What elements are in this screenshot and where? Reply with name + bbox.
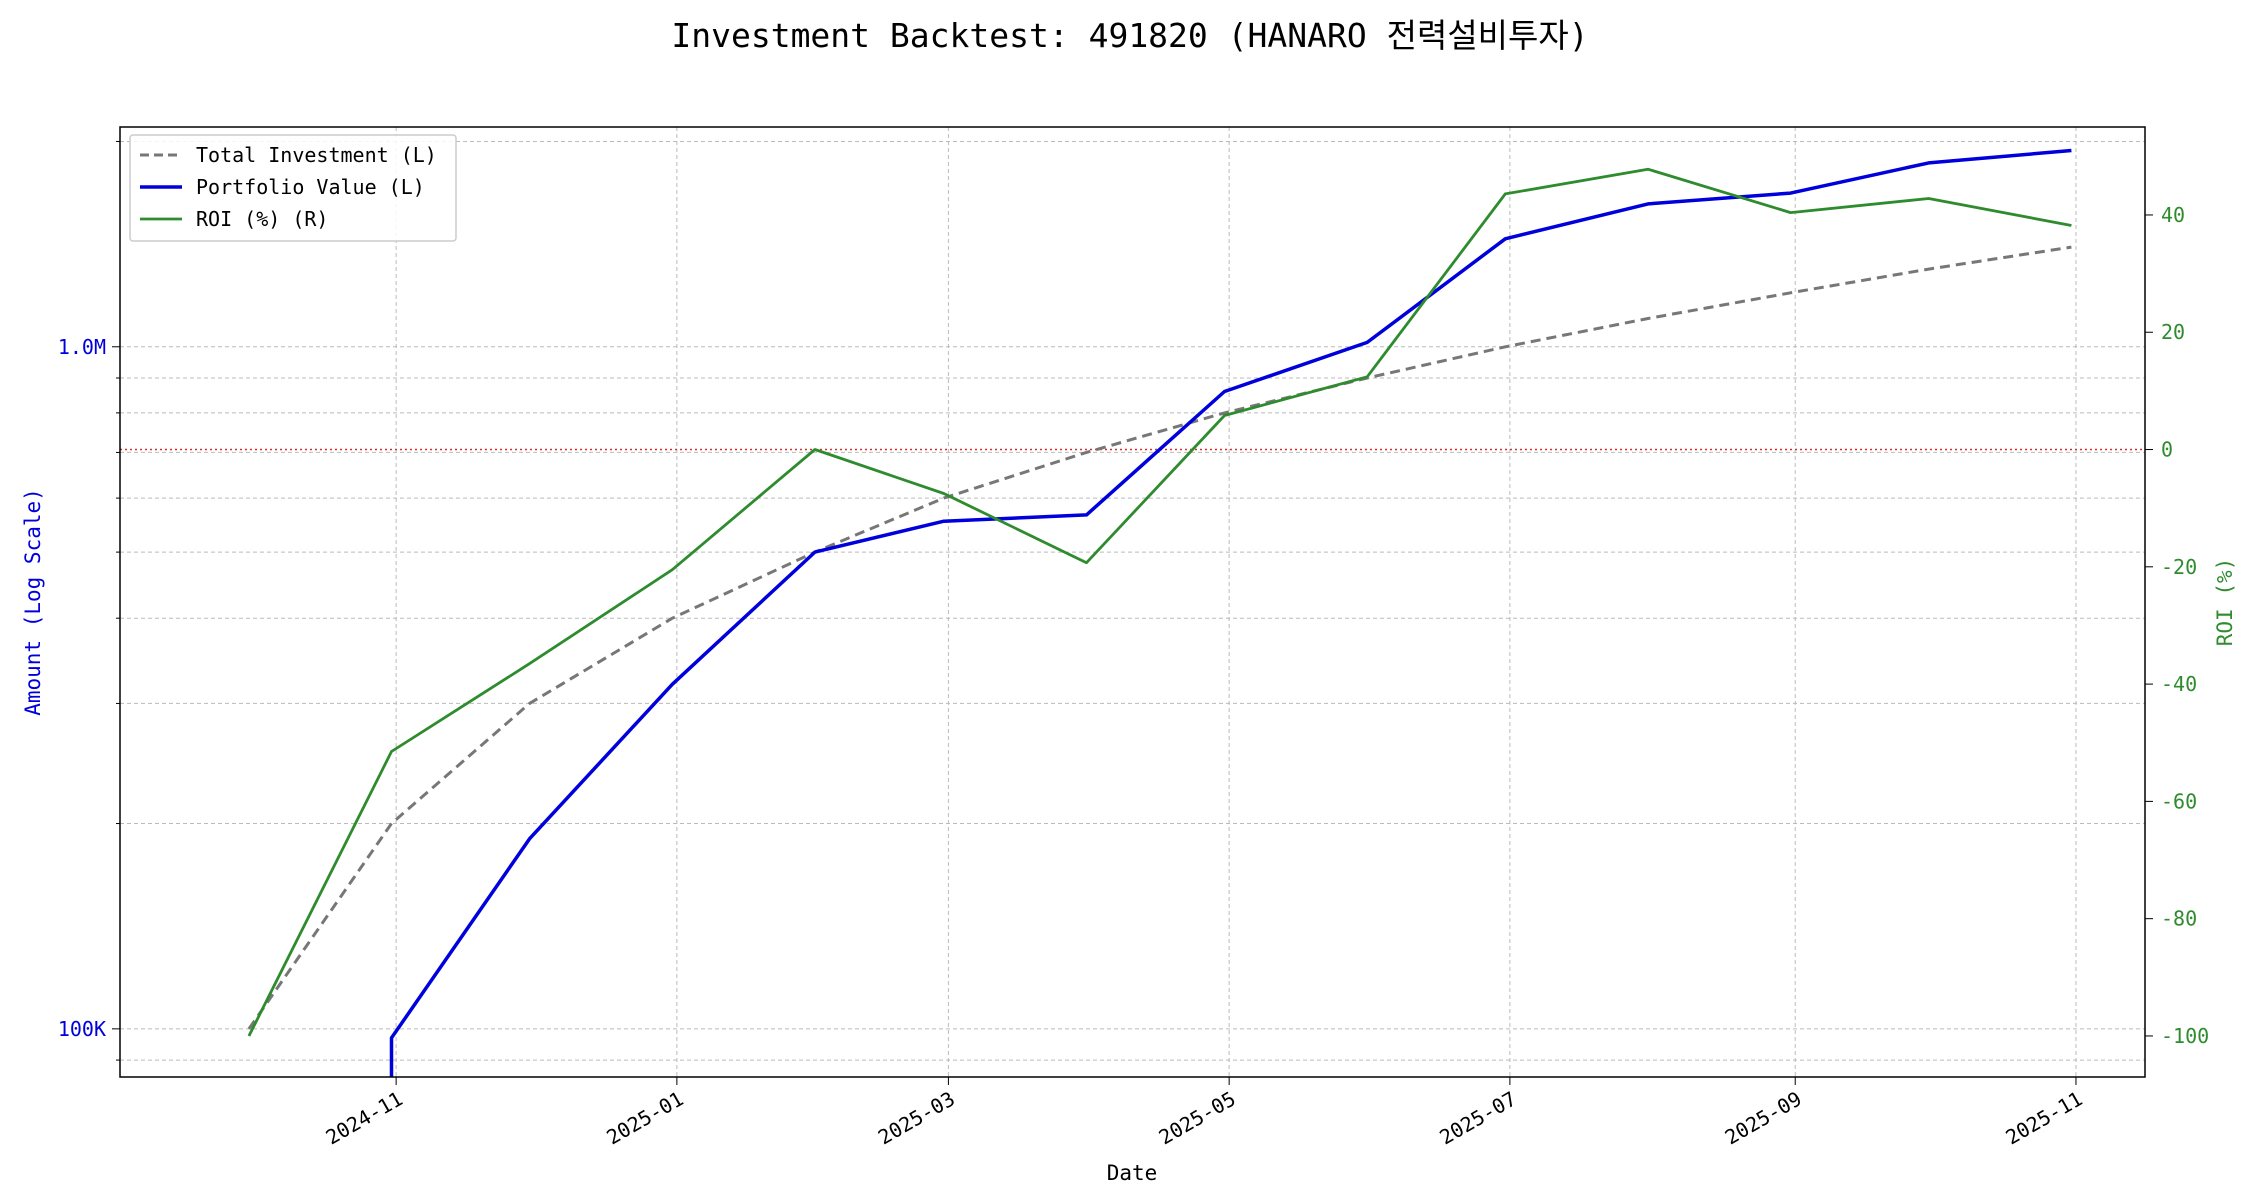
y-right-tick-label: 0 [2161, 438, 2173, 462]
x-tick-label: 2025-01 [602, 1087, 687, 1150]
y-right-tick-label: -40 [2161, 672, 2197, 696]
y-right-tick-label: 40 [2161, 203, 2185, 227]
legend: Total Investment (L) Portfolio Value (L)… [129, 134, 457, 242]
portfolio-value-line [389, 148, 2072, 1077]
legend-label-portfolio-value: Portfolio Value (L) [196, 175, 425, 199]
x-tick-label: 2024-11 [322, 1087, 407, 1150]
plot-frame [119, 126, 2146, 1078]
total-investment-line [247, 245, 2072, 1030]
x-tick-label: 2025-07 [1435, 1087, 1520, 1150]
plot-area [120, 148, 2145, 1077]
legend-label-roi: ROI (%) (R) [196, 207, 328, 231]
y-axis-right-label: ROI (%) [2213, 558, 2237, 647]
roi-line [247, 167, 2072, 1037]
x-axis-label: Date [1107, 1161, 1158, 1185]
chart-title: Investment Backtest: 491820 (HANARO 전력설비… [671, 16, 1588, 55]
axes: 100K 1.0M 2024-11 2025-01 2025-03 2025-05 2025… [58, 140, 2209, 1150]
legend-label-total-investment: Total Investment (L) [196, 143, 437, 167]
y-right-tick-label: -100 [2161, 1024, 2209, 1048]
y-left-tick-label: 1.0M [58, 335, 106, 359]
y-right-tick-label: -20 [2161, 555, 2197, 579]
legend-box [129, 134, 457, 242]
y-right-tick-label: 20 [2161, 320, 2185, 344]
y-right-tick-label: -80 [2161, 907, 2197, 931]
x-tick-label: 2025-09 [1721, 1087, 1806, 1150]
x-tick-label: 2025-03 [874, 1087, 959, 1150]
x-tick-label: 2025-11 [2001, 1087, 2086, 1150]
x-tick-label: 2025-05 [1155, 1087, 1240, 1150]
y-axis-left-label: Amount (Log Scale) [21, 488, 45, 716]
y-right-tick-label: -60 [2161, 789, 2197, 813]
grid [120, 127, 2145, 1077]
y-left-tick-label: 100K [58, 1017, 106, 1041]
